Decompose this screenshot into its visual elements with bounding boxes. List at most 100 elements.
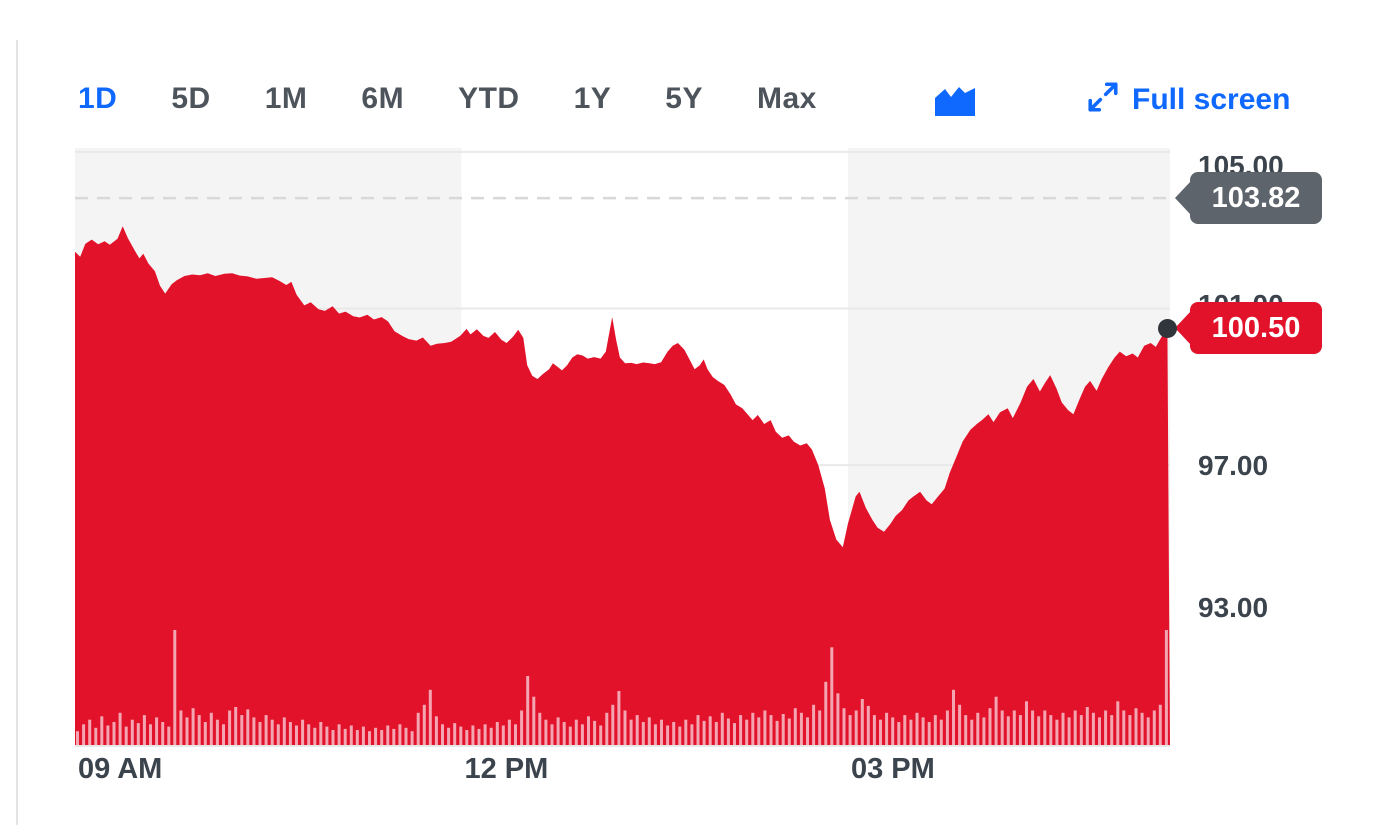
tab-5d[interactable]: 5D: [171, 82, 211, 115]
volume-bar: [556, 717, 560, 745]
volume-bar: [726, 718, 730, 745]
volume-bar: [514, 724, 517, 745]
volume-bar: [331, 730, 335, 745]
volume-bar: [215, 719, 219, 745]
volume-bar: [1140, 712, 1144, 745]
volume-bar: [149, 724, 152, 745]
volume-bar: [416, 712, 420, 745]
tab-1y[interactable]: 1Y: [573, 82, 612, 115]
volume-bar: [1085, 707, 1089, 745]
volume-bar: [477, 728, 481, 745]
volume-bar: [653, 724, 657, 745]
volume-bar: [964, 715, 968, 745]
volume-bar: [465, 730, 469, 745]
volume-bar: [520, 710, 524, 745]
volume-bar: [507, 719, 511, 745]
tab-1d[interactable]: 1D: [78, 82, 118, 115]
volume-bar: [313, 727, 317, 746]
volume-bar: [453, 723, 457, 745]
volume-bar: [203, 722, 207, 745]
volume-bar: [295, 725, 298, 746]
volume-bar: [538, 712, 542, 745]
volume-bar: [787, 718, 791, 745]
volume-bar: [982, 717, 986, 745]
volume-bar: [702, 720, 706, 745]
volume-bar: [793, 708, 797, 745]
volume-bar: [666, 725, 670, 746]
volume-bar: [82, 724, 86, 745]
volume-bar: [903, 715, 907, 745]
volume-bar: [106, 725, 110, 746]
volume-bar: [544, 719, 548, 745]
expand-arrows-icon: [1086, 80, 1120, 119]
volume-bar: [252, 717, 256, 745]
volume-bar: [270, 719, 274, 745]
volume-bar: [939, 719, 943, 745]
volume-bar: [1134, 708, 1138, 745]
price-area: [75, 226, 1170, 746]
volume-bar: [885, 712, 889, 745]
volume-bar: [562, 722, 566, 745]
volume-bar: [1031, 710, 1035, 745]
volume-bar: [1104, 710, 1108, 745]
price-chart[interactable]: [75, 148, 1170, 747]
x-axis-label: 03 PM: [850, 753, 935, 785]
volume-bar: [142, 715, 146, 745]
volume-bar: [952, 689, 955, 745]
volume-bar: [1158, 704, 1162, 746]
volume-bar: [848, 715, 852, 745]
chart-canvas: [75, 148, 1170, 747]
tab-max[interactable]: Max: [757, 82, 817, 115]
volume-bar: [769, 715, 773, 745]
x-axis-label: 12 PM: [464, 753, 549, 785]
volume-bar: [197, 715, 201, 745]
volume-bar: [1116, 701, 1120, 745]
volume-bar: [799, 712, 803, 745]
range-tabs: 1D 5D 1M 6M YTD 1Y 5Y Max: [78, 78, 817, 120]
tab-6m[interactable]: 6M: [361, 82, 405, 115]
fullscreen-label: Full screen: [1132, 82, 1291, 116]
volume-bar: [684, 719, 688, 745]
volume-bar: [155, 717, 159, 745]
volume-bar: [641, 722, 645, 745]
volume-bar: [1000, 710, 1004, 745]
volume-bar: [1043, 710, 1047, 745]
volume-bar: [909, 719, 913, 745]
volume-bar: [118, 712, 122, 745]
volume-bar: [739, 715, 743, 745]
volume-bar: [915, 712, 919, 745]
previous-close-badge: 103.82: [1190, 172, 1322, 225]
volume-bar: [222, 724, 225, 745]
volume-bar: [860, 699, 864, 745]
volume-bar: [1098, 717, 1101, 745]
volume-bar: [708, 716, 712, 746]
volume-bar: [228, 710, 232, 745]
volume-bar: [501, 725, 505, 746]
volume-bar: [933, 715, 937, 745]
volume-bar: [866, 705, 870, 745]
volume-bar: [349, 725, 353, 746]
volume-bar: [1006, 716, 1010, 746]
volume-bar: [830, 647, 834, 746]
volume-bar: [343, 728, 347, 745]
tab-ytd[interactable]: YTD: [458, 82, 520, 115]
y-axis-label: 97.00: [1198, 450, 1269, 482]
volume-bar: [1122, 710, 1126, 745]
tab-5y[interactable]: 5Y: [665, 82, 703, 115]
volume-bar: [495, 722, 499, 745]
volume-bar: [696, 715, 700, 745]
y-axis-label: 93.00: [1198, 591, 1269, 623]
volume-bar: [246, 709, 250, 745]
volume-bar: [1128, 715, 1132, 745]
volume-bar: [605, 712, 609, 745]
volume-bar: [282, 717, 286, 745]
chart-type-button[interactable]: [933, 84, 977, 118]
volume-bar: [355, 730, 359, 745]
volume-bar: [258, 722, 262, 745]
fullscreen-button[interactable]: Full screen: [1086, 80, 1290, 119]
tab-1m[interactable]: 1M: [264, 82, 308, 115]
volume-bar: [76, 731, 79, 745]
volume-bar: [1012, 710, 1016, 745]
volume-bar: [897, 722, 901, 745]
